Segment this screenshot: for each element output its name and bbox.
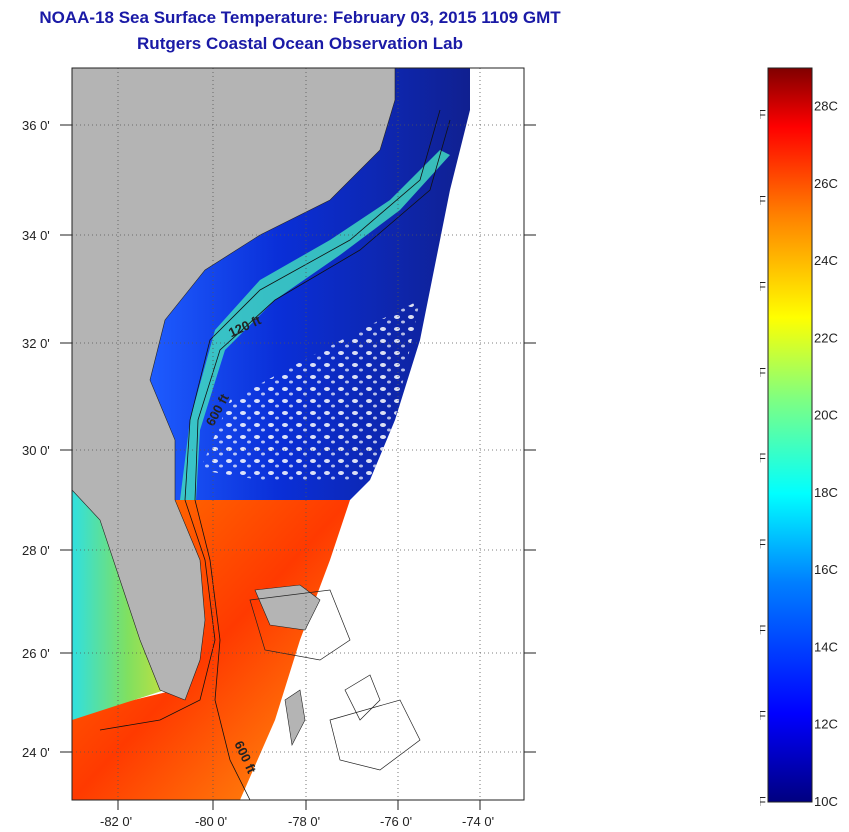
- cloud-cover: [200, 300, 420, 480]
- lat-label: 32 0': [22, 336, 50, 351]
- fahrenheit-label: 54F: [760, 708, 766, 723]
- bank-contour: [344, 674, 381, 721]
- lat-label: 28 0': [22, 543, 50, 558]
- lon-label: -78 0': [288, 814, 320, 829]
- celsius-label: 20C: [814, 408, 838, 423]
- colorbar-gradient: [767, 67, 813, 803]
- fahrenheit-label: 58F: [760, 622, 766, 637]
- map-title: NOAA-18 Sea Surface Temperature: Februar…: [39, 8, 561, 27]
- colorbar-labels: 28C 26C 24C 22C 20C 18C 16C 14C 12C 10C 82F 78F 74F 7…: [760, 99, 838, 809]
- celsius-label: 14C: [814, 639, 838, 654]
- sst-map: 120 ft 600 ft 600 ft 36 0' 34 0' 32 0' 3…: [22, 67, 536, 829]
- lat-label: 30 0': [22, 443, 50, 458]
- lon-label: -74 0': [462, 814, 494, 829]
- bank-contour: [249, 589, 351, 661]
- celsius-label: 24C: [814, 253, 838, 268]
- lon-label: -76 0': [380, 814, 412, 829]
- bahamas-island: [254, 584, 321, 631]
- celsius-label: 18C: [814, 485, 838, 500]
- celsius-label: 12C: [814, 717, 838, 732]
- warm-water-region: [72, 500, 350, 800]
- celsius-label: 28C: [814, 99, 838, 114]
- fahrenheit-label: 62F: [760, 536, 766, 551]
- andros-island: [284, 689, 306, 746]
- fahrenheit-label: 70F: [760, 365, 766, 380]
- lon-label: -82 0': [100, 814, 132, 829]
- gulf-stream-band: [180, 150, 450, 500]
- bank-contour: [329, 699, 421, 771]
- fahrenheit-label: 66F: [760, 451, 766, 466]
- map-subtitle: Rutgers Coastal Ocean Observation Lab: [137, 34, 463, 53]
- fahrenheit-label: 82F: [760, 107, 766, 122]
- land-mass: [71, 67, 396, 701]
- contour-120ft: [99, 109, 441, 731]
- celsius-label: 10C: [814, 794, 838, 809]
- celsius-label: 22C: [814, 330, 838, 345]
- fahrenheit-label: 78F: [760, 193, 766, 208]
- lat-label: 24 0': [22, 745, 50, 760]
- map-grid: [72, 68, 524, 800]
- axis-ticks: [60, 124, 536, 810]
- lat-label: 36 0': [22, 118, 50, 133]
- temperature-colorbar: 28C 26C 24C 22C 20C 18C 16C 14C 12C 10C 82F 78F 74F 7…: [760, 67, 838, 809]
- lat-label: 26 0': [22, 646, 50, 661]
- lat-label: 34 0': [22, 228, 50, 243]
- contour-600ft: [194, 119, 451, 801]
- lon-label: -80 0': [195, 814, 227, 829]
- fahrenheit-label: 74F: [760, 279, 766, 294]
- celsius-label: 16C: [814, 562, 838, 577]
- fahrenheit-label: 50F: [760, 794, 766, 809]
- gulf-of-mexico-water: [72, 490, 165, 720]
- celsius-label: 26C: [814, 176, 838, 191]
- map-border: [71, 67, 525, 801]
